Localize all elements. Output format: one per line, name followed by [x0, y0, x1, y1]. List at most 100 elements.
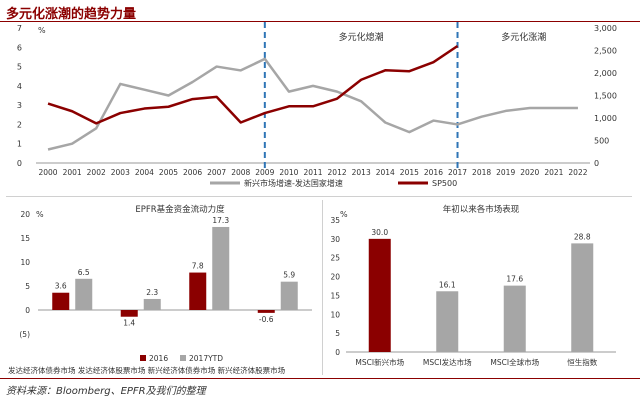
x-tick-label: 2002 [87, 168, 106, 177]
bar-2017YTD [280, 281, 298, 310]
legend-label: 新兴市场增速-发达国家增速 [244, 178, 343, 188]
x-tick-label: 2015 [400, 168, 419, 177]
page-title: 多元化涨潮的趋势力量 [6, 7, 137, 22]
series-line-0 [47, 57, 578, 151]
x-tick-label: 2019 [496, 168, 515, 177]
data-label: 3.6 [55, 282, 67, 291]
x-tick-label: MSCI全球市场 [490, 357, 539, 367]
section-divider [6, 196, 632, 197]
y-tick-label: 20 [20, 210, 30, 219]
bar-market [571, 243, 594, 352]
series-line-1 [47, 44, 459, 125]
data-label: 1.4 [123, 319, 135, 328]
panel-divider [322, 200, 323, 375]
x-tick-label: 2020 [520, 168, 539, 177]
bar-2016 [120, 310, 138, 317]
y-tick-label: 15 [330, 291, 340, 300]
x-tick-label: 2011 [303, 168, 322, 177]
y-left-tick-label: 1 [17, 140, 22, 149]
chart-title: 年初以来各市场表现 [443, 204, 520, 215]
y-right-tick-label: 2,000 [594, 69, 617, 78]
y-tick-label: 5 [25, 282, 30, 291]
x-tick-label: 2021 [544, 168, 563, 177]
y-left-tick-label: 0 [17, 159, 22, 168]
data-label: 2.3 [146, 288, 158, 297]
bar-market [503, 285, 526, 352]
x-tick-label: 2017 [448, 168, 467, 177]
x-tick-label: MSCI发达市场 [423, 357, 472, 367]
y-tick-label: 20 [330, 273, 340, 282]
data-label: 5.9 [283, 271, 295, 280]
title-rule [0, 21, 640, 22]
x-tick-label: 2018 [472, 168, 491, 177]
y-left-unit: % [38, 26, 46, 35]
x-tick-label: 2014 [376, 168, 395, 177]
x-tick-label: 2010 [279, 168, 298, 177]
bar-2016 [257, 310, 275, 313]
x-tick-label: MSCI新兴市场 [355, 357, 404, 367]
data-label: 30.0 [371, 228, 388, 237]
y-unit: % [340, 210, 348, 219]
y-right-tick-label: 3,000 [594, 24, 617, 33]
x-tick-label: 2004 [135, 168, 154, 177]
bar-market [436, 291, 459, 352]
data-label: 16.1 [439, 280, 456, 289]
y-tick-label: 0 [25, 306, 30, 315]
y-left-tick-label: 6 [17, 43, 22, 52]
bar-2016 [52, 292, 70, 310]
bar-2017YTD [75, 278, 93, 310]
data-label: 17.6 [506, 275, 523, 284]
y-right-tick-label: 1,000 [594, 114, 617, 123]
data-label: -0.6 [259, 315, 274, 324]
x-tick-label: 2009 [255, 168, 274, 177]
data-label: 7.8 [192, 262, 204, 271]
chart-title: EPFR基金资金流动力度 [135, 204, 225, 215]
y-tick-label: 25 [330, 254, 340, 263]
legend-label: 2017YTD [189, 354, 223, 363]
y-tick-label: 0 [335, 348, 340, 357]
y-tick-label: 10 [20, 258, 30, 267]
y-left-tick-label: 4 [17, 82, 22, 91]
y-left-tick-label: 2 [17, 120, 22, 129]
region-label: 多元化熄潮 [339, 31, 384, 43]
legend-label: SP500 [432, 179, 457, 188]
data-label: 28.8 [574, 232, 591, 241]
y-tick-label: 5 [335, 329, 340, 338]
x-tick-label: 2006 [183, 168, 202, 177]
legend-swatch [180, 355, 186, 361]
y-unit: % [36, 210, 44, 219]
region-label: 多元化涨潮 [501, 31, 546, 43]
bar-2017YTD [143, 298, 161, 310]
bar-2016 [189, 272, 207, 310]
x-tick-label: 2000 [38, 168, 57, 177]
y-left-tick-label: 5 [17, 63, 22, 72]
x-tick-label: 2012 [328, 168, 347, 177]
x-tick-label: 2013 [352, 168, 371, 177]
footer-rule [0, 378, 640, 379]
data-label: 17.3 [212, 216, 229, 225]
x-tick-label: 2003 [111, 168, 130, 177]
y-tick-label: 15 [20, 234, 30, 243]
bar-2017YTD [212, 226, 230, 310]
y-left-tick-label: 7 [17, 24, 22, 33]
x-tick-label: 2007 [207, 168, 226, 177]
legend-swatch [140, 355, 146, 361]
data-label: 6.5 [78, 268, 90, 277]
source-note: 资料来源：Bloomberg、EPFR及我们的整理 [6, 386, 206, 397]
legend-label: 2016 [149, 354, 168, 363]
y-right-tick-label: 2,500 [594, 47, 617, 56]
x-tick-label: 2022 [568, 168, 587, 177]
bar-market [368, 238, 391, 352]
category-labels-row: 发达经济体债券市场 发达经济体股票市场 新兴经济体债券市场 新兴经济体股票市场 [8, 365, 286, 375]
y-left-tick-label: 3 [17, 101, 22, 110]
x-tick-label: 2008 [231, 168, 250, 177]
x-tick-label: 2001 [63, 168, 82, 177]
x-tick-label: 2005 [159, 168, 178, 177]
y-right-tick-label: 500 [594, 137, 609, 146]
x-tick-label: 2016 [424, 168, 443, 177]
y-tick-label: 35 [330, 216, 340, 225]
y-right-tick-label: 1,500 [594, 92, 617, 101]
x-tick-label: 恒生指数 [567, 357, 597, 367]
